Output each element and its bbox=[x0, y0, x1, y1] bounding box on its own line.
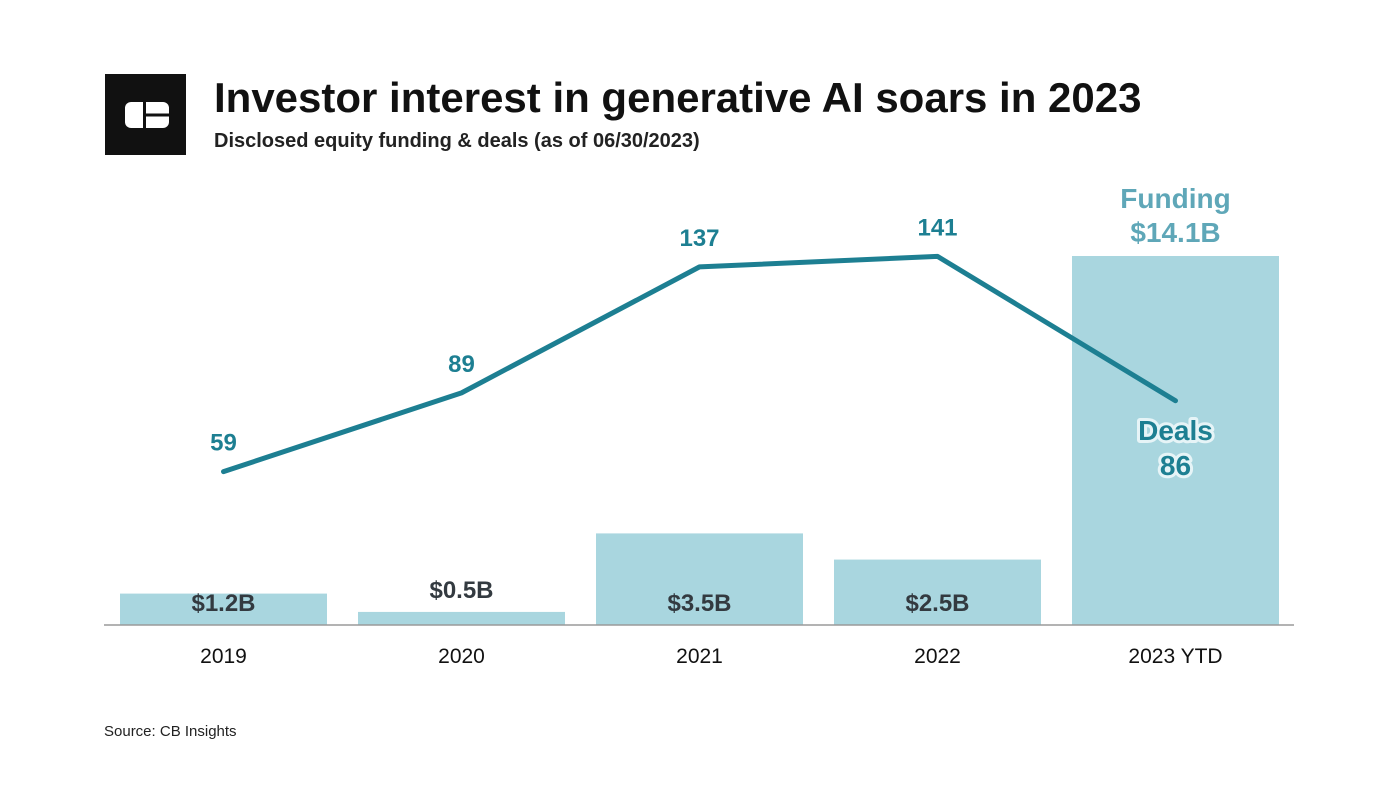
chart-subtitle: Disclosed equity funding & deals (as of … bbox=[214, 130, 700, 152]
funding-bar bbox=[1072, 256, 1279, 625]
funding-bars bbox=[120, 256, 1279, 625]
deals-value-label: 137 bbox=[679, 225, 719, 252]
deals-series-name: Deals bbox=[1138, 415, 1213, 446]
funding-series-name: Funding bbox=[1120, 183, 1230, 214]
funding-value-label: $0.5B bbox=[429, 577, 493, 604]
funding-bar bbox=[120, 593, 327, 625]
source-note: Source: CB Insights bbox=[104, 723, 237, 740]
x-tick-label: 2023 YTD bbox=[1128, 645, 1222, 668]
deals-value-label: 86 bbox=[1160, 450, 1191, 481]
funding-value-label: $1.2B bbox=[191, 590, 255, 617]
chart-title: Investor interest in generative AI soars… bbox=[214, 74, 1142, 121]
x-tick-label: 2021 bbox=[676, 645, 723, 668]
deals-line bbox=[221, 253, 1178, 475]
deals-value-label: 141 bbox=[917, 214, 957, 241]
deals-value-label: 89 bbox=[448, 351, 475, 378]
x-tick-label: 2019 bbox=[200, 645, 247, 668]
funding-value-label: $14.1B bbox=[1130, 217, 1220, 248]
funding-bar bbox=[834, 559, 1041, 625]
funding-bar bbox=[596, 533, 803, 625]
funding-value-label: $3.5B bbox=[667, 590, 731, 617]
funding-bar bbox=[358, 611, 565, 625]
deals-value-label: 59 bbox=[210, 430, 237, 457]
x-tick-label: 2022 bbox=[914, 645, 961, 668]
cb-insights-logo-icon bbox=[105, 74, 186, 155]
funding-value-label: $2.5B bbox=[905, 590, 969, 617]
x-tick-label: 2020 bbox=[438, 645, 485, 668]
